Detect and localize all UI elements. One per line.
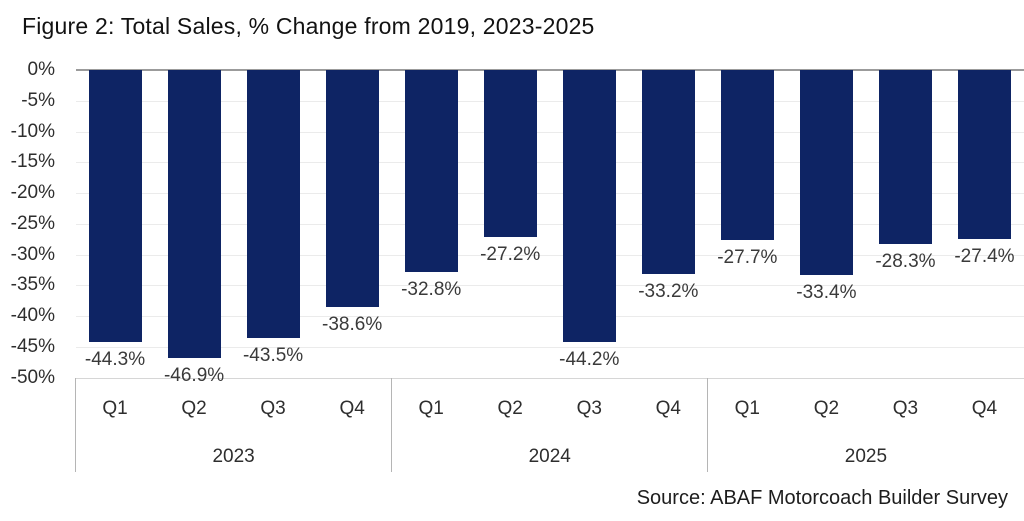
x-axis-quarter-label: Q3	[576, 398, 602, 419]
bar-value-label: -44.2%	[559, 348, 620, 370]
axis-bottom-line	[75, 377, 1024, 379]
bar-value-label: -43.5%	[242, 344, 304, 366]
chart-title: Figure 2: Total Sales, % Change from 201…	[22, 13, 595, 39]
year-divider	[707, 378, 709, 472]
y-axis-tick-label: 0%	[27, 59, 55, 80]
bar-value-label: -33.2%	[638, 281, 699, 303]
source-caption: Source: ABAF Motorcoach Builder Survey	[636, 487, 1008, 509]
bar	[799, 70, 853, 276]
bar	[878, 70, 932, 245]
x-axis-quarter-label: Q1	[734, 398, 761, 419]
bar	[562, 70, 616, 342]
x-axis-quarter-label: Q2	[813, 398, 840, 419]
gridline	[75, 193, 1024, 194]
bar	[720, 70, 774, 241]
x-axis-quarter-label: Q4	[971, 398, 998, 419]
y-axis-tick-label: -35%	[10, 274, 55, 296]
y-axis-tick-label: -25%	[10, 212, 55, 234]
gridline	[75, 254, 1024, 256]
x-axis-quarter-label: Q3	[260, 398, 286, 419]
gridline	[75, 131, 1024, 133]
bar-value-label: -44.3%	[84, 349, 146, 371]
bar-value-label: -28.3%	[875, 251, 936, 273]
year-divider	[75, 378, 76, 472]
x-axis-quarter-label: Q1	[102, 398, 128, 419]
zero-baseline	[75, 69, 1024, 71]
bar	[483, 70, 537, 238]
y-axis-tick-label: -50%	[10, 366, 55, 388]
x-axis-quarter-label: Q2	[181, 398, 207, 419]
x-axis-year-label: 2024	[528, 446, 571, 467]
x-axis-quarter-label: Q4	[655, 398, 681, 419]
bar-value-label: -38.6%	[322, 314, 383, 336]
y-axis-tick-label: -20%	[10, 182, 55, 203]
year-divider	[391, 378, 393, 472]
gridline	[75, 346, 1024, 348]
bar-value-label: -46.9%	[163, 365, 225, 387]
bar-value-label: -27.7%	[717, 247, 778, 269]
gridline	[75, 100, 1024, 102]
y-axis-tick-label: -45%	[10, 335, 55, 357]
bar	[167, 70, 221, 359]
bar	[957, 70, 1011, 239]
bar-value-label: -27.2%	[480, 244, 541, 266]
y-axis-tick-label: -30%	[10, 243, 55, 265]
gridline	[75, 162, 1024, 164]
gridline	[75, 316, 1024, 317]
x-axis-quarter-label: Q1	[418, 398, 444, 419]
x-axis-year-label: 2025	[844, 446, 888, 467]
y-axis-tick-label: -10%	[10, 120, 55, 142]
y-axis-tick-label: -15%	[10, 151, 55, 173]
bar	[404, 70, 458, 272]
y-axis-tick-label: -40%	[10, 305, 55, 326]
bar	[88, 70, 142, 343]
x-axis-year-label: 2023	[212, 446, 255, 467]
gridline	[75, 223, 1024, 225]
gridline	[75, 285, 1024, 287]
x-axis-quarter-label: Q3	[892, 398, 919, 419]
x-axis-quarter-label: Q4	[339, 398, 365, 419]
y-axis-tick-label: -5%	[21, 89, 55, 111]
bar	[246, 70, 300, 338]
bar	[641, 70, 695, 275]
bar-value-label: -33.4%	[796, 282, 857, 304]
bar	[325, 70, 379, 308]
bar-value-label: -32.8%	[401, 278, 462, 300]
x-axis-quarter-label: Q2	[497, 398, 523, 419]
bar-value-label: -27.4%	[954, 245, 1015, 267]
